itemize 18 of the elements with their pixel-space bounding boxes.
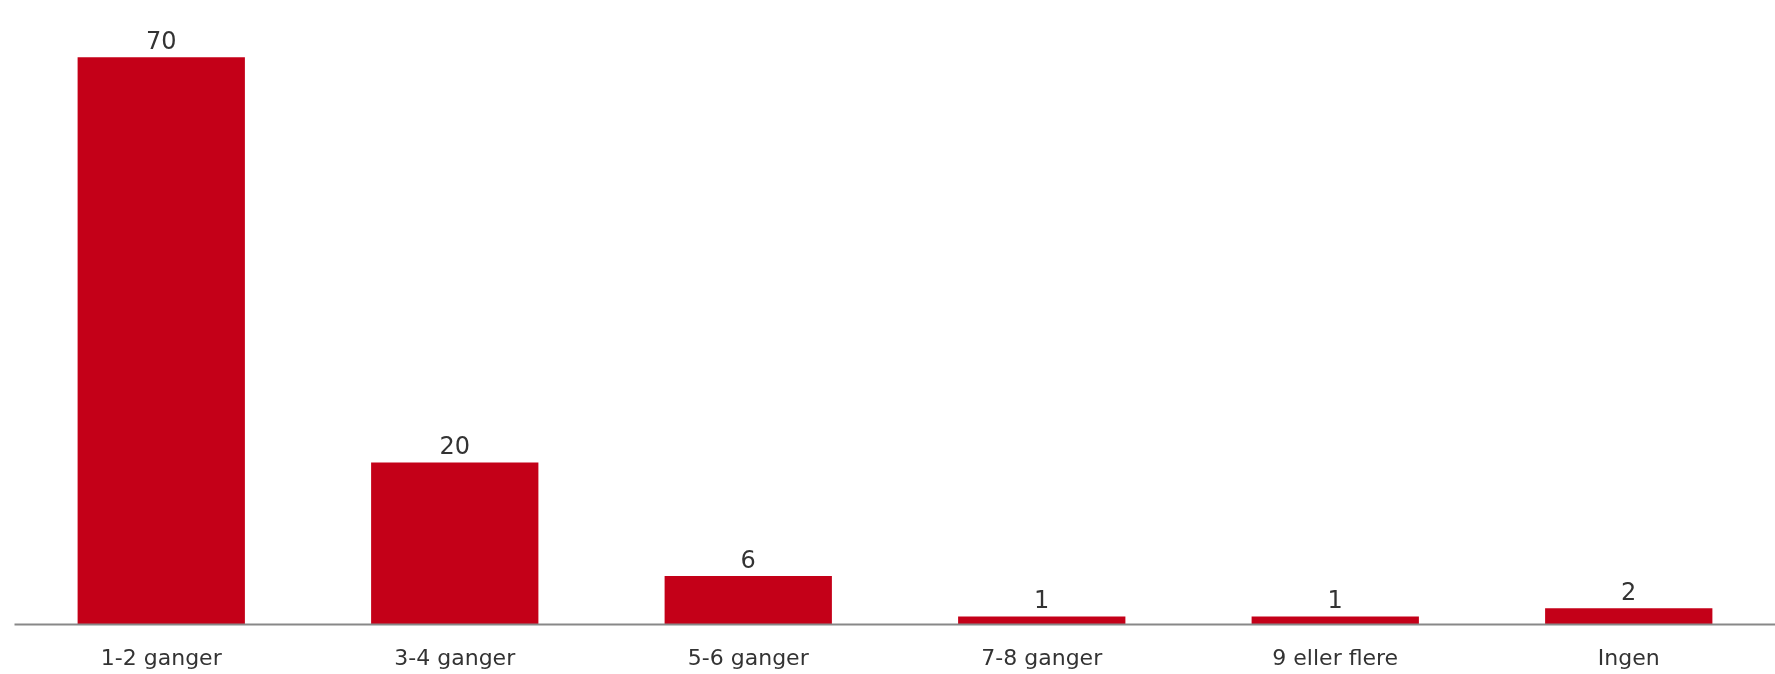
data-label: 1 [1034, 586, 1050, 615]
bar [958, 616, 1126, 625]
x-tick-label: 1-2 ganger [100, 644, 223, 670]
data-label: 1 [1327, 586, 1343, 615]
data-label: 20 [439, 432, 471, 461]
bar [1251, 616, 1419, 625]
bar [77, 57, 245, 625]
x-tick-label: 5-6 ganger [687, 644, 810, 670]
x-tick-label: 7-8 ganger [981, 644, 1104, 670]
x-tick-label: Ingen [1597, 644, 1660, 670]
x-tick-label: 9 eller flere [1272, 644, 1399, 670]
data-label: 70 [145, 27, 177, 56]
data-label: 2 [1621, 578, 1637, 607]
bar [371, 462, 539, 625]
bar [664, 575, 832, 625]
data-label: 6 [740, 545, 756, 574]
bar [1545, 608, 1713, 625]
x-tick-label: 3-4 ganger [394, 644, 517, 670]
